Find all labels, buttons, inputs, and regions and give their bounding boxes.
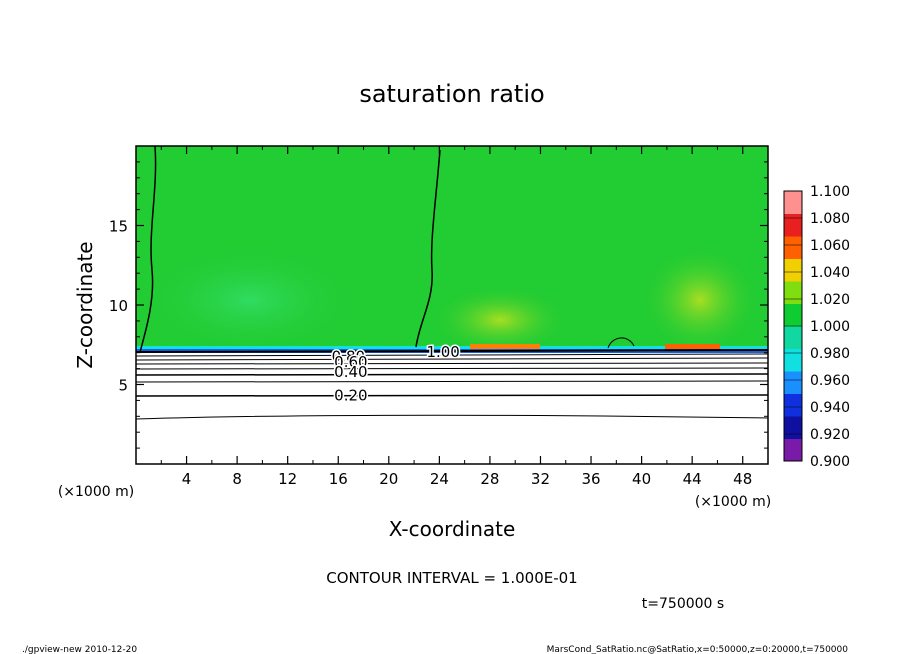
shade-patch	[430, 285, 570, 355]
x-tick-label: 36	[581, 470, 600, 488]
shade-patch	[640, 245, 760, 355]
y-tick-label: 10	[109, 297, 128, 315]
colorbar-swatch	[784, 213, 802, 237]
plot-area: 1.00 0.800.600.40 0.20	[136, 146, 768, 464]
colorbar-swatch	[784, 348, 802, 372]
x-tick-label: 32	[531, 470, 550, 488]
contour-line	[139, 146, 157, 353]
contour-line	[136, 353, 768, 357]
colorbar-label: 0.980	[810, 346, 850, 362]
colorbar-swatch	[784, 438, 802, 462]
x-tick-label: 12	[278, 470, 297, 488]
y-tick-label: 15	[109, 218, 128, 236]
chart-title: saturation ratio	[359, 80, 544, 108]
contour-line	[136, 373, 768, 376]
x-axis: 4 8 12 16 20 24 28 32 36 40 44 48	[160, 146, 752, 488]
contour-line	[136, 394, 768, 397]
y-axis: 5 10 15	[109, 161, 768, 449]
contour-line	[136, 357, 768, 361]
x-tick-label: 48	[733, 470, 752, 488]
colorbar-swatch	[784, 236, 802, 259]
boundary-band	[136, 346, 768, 349]
y-axis-unit: (×1000 m)	[58, 484, 134, 500]
y-tick-label: 5	[118, 377, 128, 395]
contour-line	[136, 380, 768, 383]
contour-line	[136, 362, 768, 365]
x-tick-label: 16	[329, 470, 348, 488]
colorbar-label: 1.040	[810, 265, 850, 281]
colorbar-swatch	[784, 281, 802, 304]
colorbar: 0.900 0.920 0.940 0.960 0.980 1.000 1.020 1.040…	[783, 184, 850, 470]
colorbar-label: 0.920	[810, 427, 850, 443]
footer-left: ./gpview-new 2010-12-20	[22, 645, 137, 654]
contour-line	[136, 414, 768, 420]
colorbar-label: 1.000	[810, 319, 850, 335]
colorbar-swatch	[784, 416, 802, 439]
boundary-band	[665, 344, 720, 349]
x-axis-title: X-coordinate	[389, 517, 516, 541]
contour-label: 1.00	[426, 343, 459, 361]
contour-lines	[136, 146, 768, 420]
x-tick-label: 44	[683, 470, 702, 488]
x-tick-label: 20	[379, 470, 398, 488]
colorbar-label: 0.960	[810, 373, 850, 389]
colorbar-label: 1.080	[810, 211, 850, 227]
colorbar-swatch	[784, 393, 802, 417]
x-tick-label: 28	[480, 470, 499, 488]
contour-interval-text: CONTOUR INTERVAL = 1.000E-01	[326, 569, 577, 587]
colorbar-swatch	[784, 303, 802, 327]
colorbar-swatch	[784, 326, 802, 349]
contour-line	[136, 349, 768, 353]
contour-line	[136, 367, 768, 370]
x-tick-label: 24	[430, 470, 449, 488]
colorbar-swatch	[784, 371, 802, 394]
shade-patch	[140, 245, 360, 355]
contour-label: 0.40	[334, 363, 367, 381]
x-tick-label: 40	[632, 470, 651, 488]
time-text: t=750000 s	[642, 596, 724, 612]
colorbar-label: 0.940	[810, 400, 850, 416]
contour-line	[415, 149, 441, 348]
x-tick-label: 8	[232, 470, 242, 488]
colorbar-swatch	[784, 258, 802, 282]
x-axis-unit: (×1000 m)	[695, 494, 771, 510]
contour-line	[607, 337, 635, 349]
y-axis-title: Z-coordinate	[73, 241, 97, 368]
contour-label: 0.60	[334, 353, 367, 371]
colorbar-label: 0.900	[810, 454, 850, 470]
contour-label: 0.80	[332, 348, 365, 366]
contour-label: 0.20	[334, 387, 367, 405]
boundary-band	[470, 344, 540, 349]
colorbar-swatch	[784, 191, 802, 214]
ground-region	[136, 353, 768, 464]
contour-labels: 1.00 0.800.600.40 0.20	[330, 341, 461, 406]
x-tick-label: 4	[182, 470, 192, 488]
footer-right: MarsCond_SatRatio.nc@SatRatio,x=0:50000,…	[547, 645, 849, 654]
colorbar-label: 1.020	[810, 292, 850, 308]
colorbar-label: 1.100	[810, 184, 850, 200]
colorbar-label: 1.060	[810, 238, 850, 254]
